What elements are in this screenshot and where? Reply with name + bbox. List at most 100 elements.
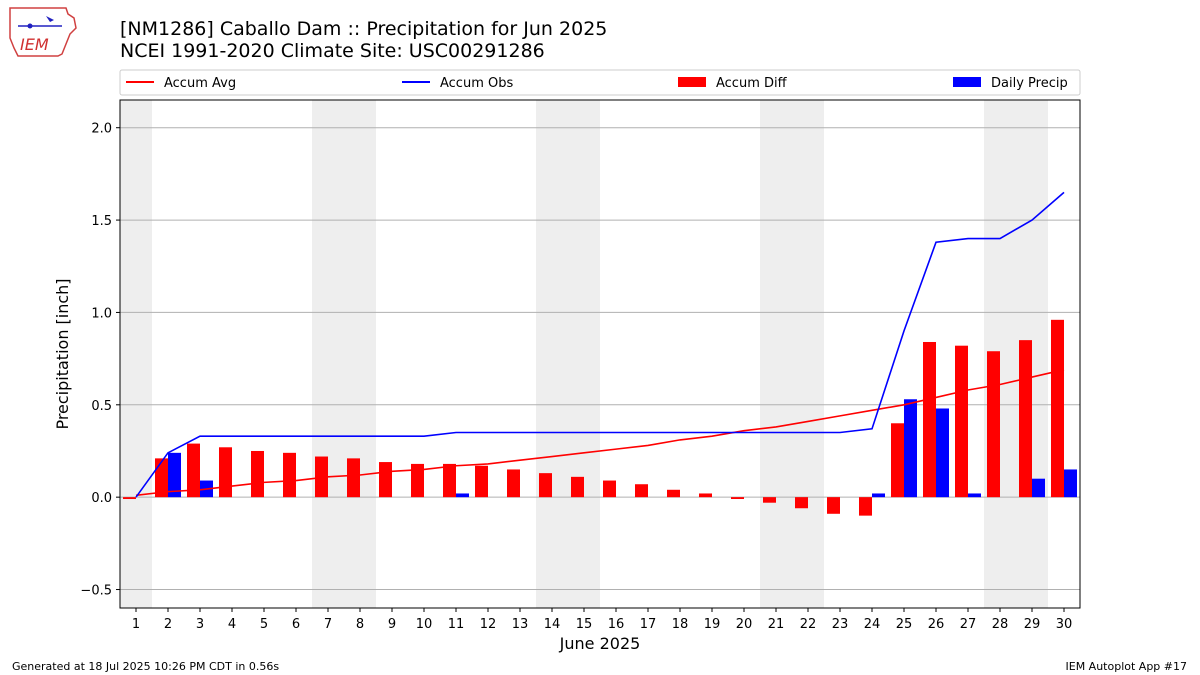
accum-diff-bar xyxy=(379,462,392,498)
legend-label: Accum Obs xyxy=(440,76,513,91)
x-tick-label: 30 xyxy=(1056,617,1073,632)
chart-title: [NM1286] Caballo Dam :: Precipitation fo… xyxy=(120,18,608,40)
daily-precip-bar xyxy=(968,493,981,498)
legend-label: Daily Precip xyxy=(991,76,1068,91)
plot-frame xyxy=(119,99,1081,609)
accum-diff-bar xyxy=(443,463,456,498)
x-tick-label: 4 xyxy=(228,617,236,632)
accum-diff-bar xyxy=(187,443,200,498)
accum-diff-bar xyxy=(283,452,296,498)
logo-text: IEM xyxy=(20,35,49,54)
legend-box xyxy=(119,69,1081,96)
accum-diff-bar xyxy=(699,493,712,498)
accum-diff-bar xyxy=(859,497,872,516)
daily-precip-bar xyxy=(456,493,469,498)
accum-diff-bar xyxy=(571,476,584,498)
accum-diff-bar xyxy=(667,489,680,498)
accum-diff-bar xyxy=(827,497,840,514)
x-tick-label: 14 xyxy=(544,617,561,632)
accum-diff-bar xyxy=(603,480,616,498)
x-tick-label: 9 xyxy=(388,617,396,632)
y-axis-label: Precipitation [inch] xyxy=(53,278,72,429)
daily-precip-bar xyxy=(904,399,917,498)
legend-swatch-bar xyxy=(953,77,981,87)
accum-diff-bar xyxy=(763,497,776,503)
y-tick-label: 1.5 xyxy=(91,214,112,229)
x-tick-label: 17 xyxy=(640,617,657,632)
accum-diff-bar xyxy=(219,447,232,498)
accum-diff-bar xyxy=(475,465,488,498)
accum-obs-line xyxy=(135,191,1065,498)
x-tick-label: 6 xyxy=(292,617,300,632)
chart-subtitle: NCEI 1991-2020 Climate Site: USC00291286 xyxy=(120,40,545,62)
accum-diff-bar xyxy=(795,497,808,509)
legend-label: Accum Diff xyxy=(716,76,788,91)
weekend-shade xyxy=(760,100,792,608)
legend: Accum Avg Accum Obs Accum Diff Daily Precip xyxy=(119,69,1081,96)
axes: −0.50.00.51.01.52.01 2 3 4 5 6 7 8 9 10 11 12 13 14 15… xyxy=(53,99,1081,653)
weekend-shade xyxy=(312,100,344,608)
y-tick-label: −0.5 xyxy=(80,584,112,599)
x-tick-label: 26 xyxy=(928,617,945,632)
y-tick-label: 0.0 xyxy=(91,491,112,506)
x-tick-label: 7 xyxy=(324,617,332,632)
x-tick-label: 1 xyxy=(132,617,140,632)
accum-diff-bar xyxy=(411,463,424,498)
x-tick-label: 20 xyxy=(736,617,753,632)
x-tick-label: 8 xyxy=(356,617,364,632)
accum-diff-bar xyxy=(123,497,136,500)
accum-diff-bar xyxy=(251,450,264,498)
accum-diff-bar xyxy=(923,341,936,498)
x-tick-label: 25 xyxy=(896,617,913,632)
x-tick-label: 23 xyxy=(832,617,849,632)
x-tick-label: 22 xyxy=(800,617,817,632)
daily-precip-bar xyxy=(168,452,181,498)
x-tick-label: 27 xyxy=(960,617,977,632)
weekend-shade xyxy=(120,100,152,608)
x-tick-label: 2 xyxy=(164,617,172,632)
x-tick-label: 21 xyxy=(768,617,785,632)
accum-diff-bar xyxy=(155,458,168,498)
accum-diff-bar xyxy=(891,423,904,498)
accum-avg-line xyxy=(135,368,1065,497)
x-tick-label: 29 xyxy=(1024,617,1041,632)
accum-diff-bar xyxy=(347,458,360,498)
daily-precip-bar xyxy=(1064,469,1077,498)
daily-precip-bar xyxy=(872,493,885,498)
daily-precip-bar xyxy=(1032,478,1045,498)
x-tick-label: 28 xyxy=(992,617,1009,632)
generated-timestamp: Generated at 18 Jul 2025 10:26 PM CDT in… xyxy=(12,660,280,673)
x-tick-label: 19 xyxy=(704,617,721,632)
x-tick-label: 10 xyxy=(416,617,433,632)
accum-diff-bar xyxy=(955,345,968,498)
y-tick-label: 0.5 xyxy=(91,399,112,414)
accum-diff-bar xyxy=(987,351,1000,498)
daily-precip-bar xyxy=(936,408,949,498)
x-tick-label: 16 xyxy=(608,617,625,632)
x-tick-label: 5 xyxy=(260,617,268,632)
app-label: IEM Autoplot App #17 xyxy=(1065,660,1188,673)
x-axis-label: June 2025 xyxy=(559,634,641,653)
x-tick-label: 15 xyxy=(576,617,593,632)
y-tick-label: 2.0 xyxy=(91,122,112,137)
x-tick-label: 3 xyxy=(196,617,204,632)
x-tick-label: 18 xyxy=(672,617,689,632)
weekend-shade xyxy=(792,100,824,608)
weekend-shade xyxy=(344,100,376,608)
accum-diff-bar xyxy=(731,497,744,500)
weekend-shade xyxy=(568,100,600,608)
x-tick-label: 12 xyxy=(480,617,497,632)
accum-diff-bar xyxy=(507,469,520,498)
x-tick-label: 11 xyxy=(448,617,465,632)
iem-logo: IEM xyxy=(6,4,82,64)
legend-swatch-bar xyxy=(678,77,706,87)
accum-diff-bar xyxy=(539,473,552,498)
accum-diff-bar xyxy=(1019,340,1032,498)
accum-diff-bar xyxy=(1051,319,1064,498)
x-tick-label: 24 xyxy=(864,617,881,632)
accum-diff-bar xyxy=(635,484,648,498)
legend-label: Accum Avg xyxy=(164,76,236,91)
weekend-shade xyxy=(536,100,568,608)
y-tick-label: 1.0 xyxy=(91,306,112,321)
